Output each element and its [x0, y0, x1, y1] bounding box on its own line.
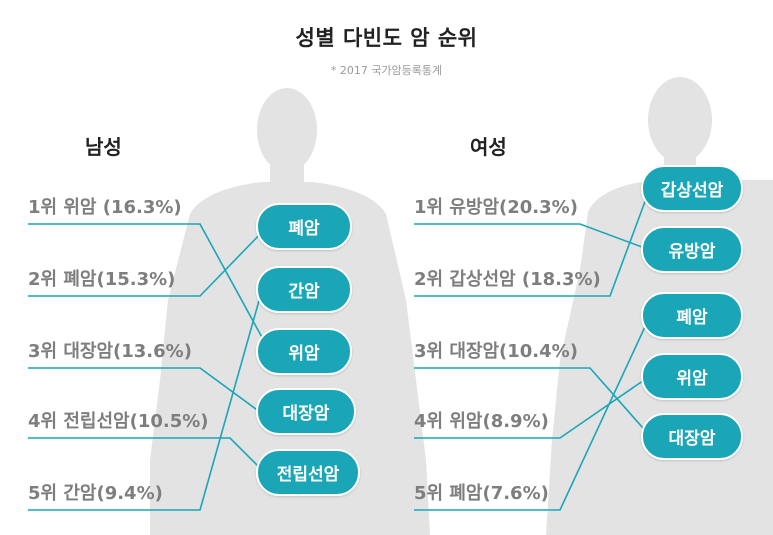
- male-rank-4: 4위 전립선암(10.5%): [28, 411, 209, 432]
- female-rank-3: 3위 대장암(10.4%): [414, 341, 578, 362]
- male-connector-1: [28, 223, 271, 353]
- male-pill-liver: 간암: [256, 266, 352, 313]
- female-connector-4: [414, 375, 651, 439]
- male-rank-2: 2위 폐암(15.3%): [28, 269, 176, 290]
- male-pill-stomach: 위암: [256, 328, 352, 375]
- male-connector-4: [28, 437, 263, 471]
- male-rank-3: 3위 대장암(13.6%): [28, 341, 192, 362]
- female-connector-1: [414, 223, 651, 251]
- female-pill-thyroid: 갑상선암: [641, 165, 743, 212]
- male-connector-2: [28, 225, 269, 297]
- female-rank-5: 5위 폐암(7.6%): [414, 483, 549, 504]
- male-connector-5: [28, 289, 263, 511]
- male-rank-1: 1위 위암 (16.3%): [28, 197, 182, 218]
- female-pill-breast: 유방암: [641, 226, 743, 273]
- female-rank-1: 1위 유방암(20.3%): [414, 197, 578, 218]
- source-note: * 2017 국가암등록통계: [330, 64, 443, 77]
- male-pill-lung: 폐암: [256, 203, 352, 250]
- male-rank-5: 5위 간암(9.4%): [28, 483, 163, 504]
- female-pill-colorectal: 대장암: [641, 413, 743, 460]
- female-connector-3: [414, 367, 651, 437]
- male-pill-colorectal: 대장암: [256, 388, 356, 435]
- female-rank-2: 2위 갑상선암 (18.3%): [414, 269, 601, 290]
- female-connector-2: [414, 187, 651, 297]
- female-pill-stomach: 위암: [641, 353, 743, 400]
- male-pill-prostate: 전립선암: [256, 449, 360, 496]
- male-connector-3: [28, 367, 261, 413]
- male-heading: 남성: [85, 135, 122, 159]
- female-rank-4: 4위 위암(8.9%): [414, 411, 549, 432]
- female-connector-5: [414, 315, 651, 511]
- page-title: 성별 다빈도 암 순위: [295, 26, 478, 50]
- female-heading: 여성: [470, 135, 507, 159]
- female-pill-lung: 폐암: [641, 292, 743, 339]
